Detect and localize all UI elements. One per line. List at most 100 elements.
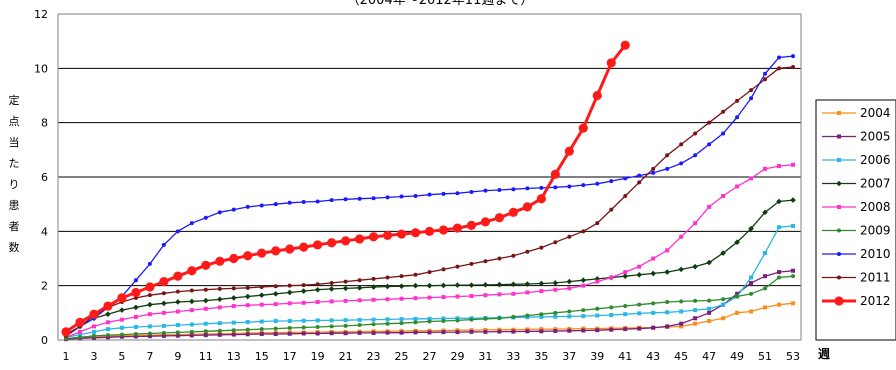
series-2008 bbox=[64, 162, 795, 340]
data-point-2006 bbox=[693, 308, 698, 313]
data-point-2011 bbox=[455, 264, 460, 269]
data-point-2010 bbox=[455, 191, 460, 196]
data-point-2006 bbox=[133, 324, 138, 329]
data-point-2012 bbox=[620, 40, 630, 50]
data-point-2006 bbox=[357, 317, 362, 322]
data-point-2004 bbox=[721, 316, 726, 321]
data-point-2011 bbox=[203, 287, 208, 292]
data-point-2006 bbox=[539, 314, 544, 319]
data-point-2012 bbox=[480, 217, 491, 227]
data-point-2005 bbox=[315, 331, 320, 336]
x-tick-label: 27 bbox=[423, 350, 437, 363]
x-tick-label: 3 bbox=[90, 350, 97, 363]
legend-marker bbox=[837, 275, 841, 280]
data-point-2011 bbox=[693, 131, 698, 136]
legend-marker bbox=[834, 296, 844, 306]
data-point-2010 bbox=[413, 194, 418, 199]
data-point-2009 bbox=[427, 319, 432, 324]
data-point-2005 bbox=[651, 325, 656, 330]
data-point-2005 bbox=[623, 327, 628, 332]
data-point-2008 bbox=[637, 264, 642, 269]
data-point-2009 bbox=[371, 322, 376, 327]
data-point-2006 bbox=[315, 318, 320, 323]
data-point-2007 bbox=[566, 278, 573, 285]
data-point-2005 bbox=[231, 332, 236, 337]
data-point-2007 bbox=[258, 292, 265, 298]
data-point-2008 bbox=[651, 256, 656, 261]
data-point-2006 bbox=[427, 316, 432, 321]
data-point-2006 bbox=[651, 310, 656, 315]
data-point-2006 bbox=[203, 321, 208, 326]
data-point-2009 bbox=[469, 317, 474, 322]
data-point-2011 bbox=[777, 66, 782, 71]
data-point-2005 bbox=[553, 329, 558, 334]
data-point-2008 bbox=[763, 166, 768, 171]
data-point-2005 bbox=[259, 332, 264, 337]
x-tick-label: 31 bbox=[478, 350, 492, 363]
data-point-2006 bbox=[637, 311, 642, 316]
data-point-2011 bbox=[357, 278, 362, 283]
data-point-2006 bbox=[301, 318, 306, 323]
legend-label: 2011 bbox=[860, 271, 891, 285]
data-point-2012 bbox=[145, 282, 155, 292]
data-point-2009 bbox=[455, 318, 460, 323]
data-point-2008 bbox=[203, 306, 208, 311]
data-point-2004 bbox=[791, 301, 795, 306]
data-point-2006 bbox=[385, 317, 390, 322]
series-2010 bbox=[64, 54, 795, 337]
x-tick-label: 51 bbox=[758, 350, 772, 363]
data-point-2011 bbox=[343, 279, 348, 284]
data-point-2006 bbox=[231, 320, 236, 325]
data-point-2008 bbox=[623, 270, 628, 275]
x-tick-label: 43 bbox=[646, 350, 660, 363]
data-point-2012 bbox=[187, 266, 197, 276]
data-point-2007 bbox=[524, 281, 531, 287]
data-point-2012 bbox=[271, 246, 281, 256]
data-point-2010 bbox=[273, 202, 278, 207]
data-point-2012 bbox=[61, 327, 71, 337]
x-tick-label: 19 bbox=[311, 350, 325, 363]
legend-marker bbox=[837, 158, 841, 162]
series-line-2007 bbox=[65, 199, 794, 337]
data-point-2011 bbox=[217, 286, 222, 291]
data-point-2008 bbox=[147, 312, 152, 317]
data-point-2008 bbox=[707, 204, 712, 209]
data-point-2009 bbox=[357, 323, 362, 328]
data-point-2005 bbox=[105, 335, 110, 340]
data-point-2012 bbox=[89, 309, 99, 319]
data-point-2011 bbox=[161, 291, 166, 296]
x-tick-label: 1 bbox=[63, 350, 70, 363]
data-point-2007 bbox=[636, 272, 643, 278]
data-point-2009 bbox=[105, 333, 110, 338]
data-point-2012 bbox=[201, 260, 211, 270]
legend-label: 2010 bbox=[860, 247, 891, 261]
y-axis-label-char: 当 bbox=[9, 135, 20, 149]
data-point-2005 bbox=[301, 331, 306, 336]
data-point-2005 bbox=[175, 333, 180, 338]
data-point-2009 bbox=[693, 298, 698, 303]
data-point-2011 bbox=[665, 153, 670, 158]
data-point-2011 bbox=[329, 280, 334, 285]
data-point-2007 bbox=[720, 250, 726, 256]
data-point-2008 bbox=[595, 279, 600, 284]
data-point-2012 bbox=[438, 225, 449, 235]
data-point-2011 bbox=[385, 275, 390, 280]
data-point-2009 bbox=[749, 291, 754, 296]
data-point-2009 bbox=[707, 298, 712, 303]
data-point-2010 bbox=[133, 278, 138, 283]
data-point-2009 bbox=[511, 314, 516, 319]
data-point-2005 bbox=[609, 327, 614, 332]
data-point-2008 bbox=[427, 295, 432, 300]
data-point-2010 bbox=[329, 198, 334, 203]
y-tick-label: 6 bbox=[41, 171, 48, 184]
data-point-2009 bbox=[133, 332, 138, 337]
y-axis-ticks: 0 2 4 6 8 10 12 bbox=[34, 8, 48, 347]
data-point-2010 bbox=[539, 185, 544, 190]
data-point-2007 bbox=[230, 295, 237, 301]
series-line-2011 bbox=[65, 66, 794, 337]
data-point-2007 bbox=[552, 280, 559, 286]
x-tick-label: 21 bbox=[339, 350, 353, 363]
y-axis-label-char: り bbox=[9, 178, 20, 191]
data-point-2011 bbox=[623, 194, 628, 199]
